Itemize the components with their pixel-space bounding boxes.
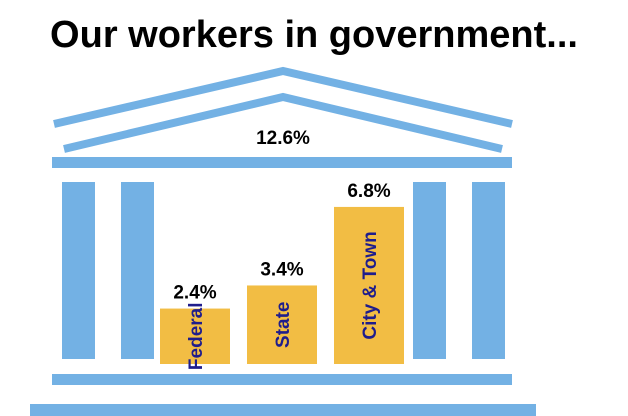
roof-inner [63,92,503,153]
bars-group: 2.4%Federal 3.4% State 6.8% City & Town [160,181,404,370]
entablature [52,157,512,168]
value-label-federal: 2.4% [173,283,216,304]
bar-state [247,285,317,364]
column-left-1 [62,182,95,359]
government-building-icon [30,66,536,416]
page-title: Our workers in government... [50,14,578,56]
column-right-2 [472,182,505,359]
category-label-state: State [273,301,294,347]
category-label-federal: Federal [186,302,207,370]
category-label-city-town: City & Town [360,231,381,339]
bar-city-town [334,206,404,364]
total-value-label: 12.6% [256,128,310,149]
roof-outer [53,66,513,128]
base-step-upper [52,374,512,385]
value-label-state: 3.4% [260,259,303,280]
column-right-1 [413,182,446,359]
column-left-2 [121,182,154,359]
base-step-lower [30,404,536,416]
bar-federal [160,308,230,364]
value-label-city-town: 6.8% [347,181,390,202]
